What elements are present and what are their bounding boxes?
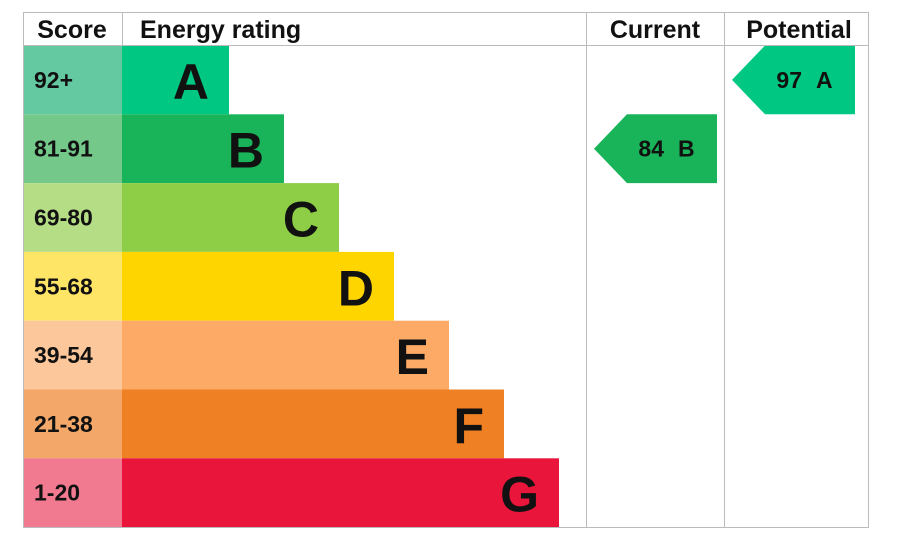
score-band [24,389,122,459]
rating-letter: A [173,54,209,110]
score-label: 39-54 [34,342,93,368]
score-band [24,183,122,252]
current-header: Current [610,16,701,44]
score-label: 81-91 [34,136,93,162]
rating-bar [122,251,394,321]
rating-letter: E [396,329,429,385]
rating-letter: C [283,192,319,248]
rating-bar [122,183,339,252]
score-label: 92+ [34,67,73,93]
potential-header: Potential [746,16,852,44]
score-band [24,45,122,115]
rating-letter: B [228,123,264,179]
potential-letter: A [816,67,833,93]
chart-body: 92+ A 81-91 B 69-80 C 55-68 D 39-54 E 21-38 F 1-20 G 8… [24,45,855,528]
score-band [24,458,122,528]
current-arrow [594,114,717,184]
score-label: 55-68 [34,273,93,299]
table-frame [23,12,869,528]
rating-bar [122,458,559,528]
current-value: 84 [638,136,664,162]
score-band [24,251,122,321]
score-band [24,114,122,184]
table-borders [23,12,869,528]
rating-letter: F [453,398,484,454]
current-letter: B [678,136,695,162]
score-label: 1-20 [34,480,80,506]
rating-letter: D [338,260,374,316]
score-label: 69-80 [34,205,93,231]
potential-arrow [732,45,855,115]
rating-bar [122,114,284,184]
rating-letter: G [500,467,539,523]
score-header: Score [37,16,107,44]
rating-header: Energy rating [140,16,301,44]
rating-bar [122,320,449,390]
score-label: 21-38 [34,411,93,437]
rating-bar [122,389,504,459]
score-band [24,320,122,390]
rating-bar [122,45,229,115]
potential-value: 97 [776,67,802,93]
